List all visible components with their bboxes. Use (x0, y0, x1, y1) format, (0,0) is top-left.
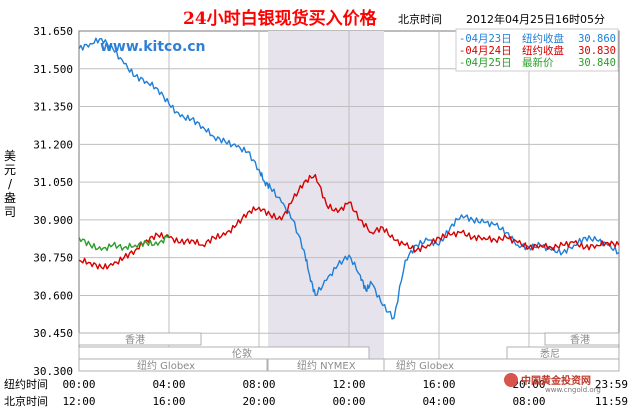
y-axis-label-char: 司 (4, 205, 16, 219)
legend-entry-date: -04月23日 (459, 33, 512, 45)
y-tick-label: 31.350 (33, 101, 73, 114)
x-tick-label-ny: 20:00 (512, 378, 545, 391)
x-tick-label-bj: 08:00 (512, 395, 545, 408)
session-bar-ny-globex-1 (78, 358, 268, 372)
y-tick-label: 30.750 (33, 252, 73, 265)
market-label-sydney: 悉尼 (540, 348, 560, 360)
market-label-ny-globex-2: 纽约 Globex (396, 359, 454, 372)
timezone-label: 北京时间 (398, 12, 442, 26)
legend-entry-value: 30.830 (578, 45, 616, 57)
market-session-bars: 香港 伦敦 纽约 Globex 纽约 NYMEX 纽约 Globex 悉尼 香港 (78, 332, 620, 372)
timestamp: 2012年04月25日16时05分 (466, 12, 605, 26)
legend-entry-date: -04月25日 (459, 57, 512, 69)
x-tick-label-ny: 04:00 (152, 378, 185, 391)
y-axis-label-char: 元 (4, 163, 16, 177)
legend-entry-date: -04月24日 (459, 45, 512, 57)
legend-box (455, 28, 619, 72)
series-layer (78, 37, 620, 320)
y-axis-label-char: / (8, 177, 13, 191)
x-tick-label-bj: 00:00 (332, 395, 365, 408)
x-tick-label-bj: 04:00 (422, 395, 455, 408)
cngold-logo: 中国黄金投资网 www.cngold.org (504, 373, 601, 394)
watermark: www.kitco.cn (100, 39, 206, 55)
legend-entry-value: 30.840 (578, 57, 616, 69)
x-tick-labels: 00:00 12:00 04:00 16:00 08:00 20:00 12:00 00:00… (62, 378, 628, 408)
y-tick-label: 30.900 (33, 214, 73, 227)
x-tick-label-ny: 08:00 (242, 378, 275, 391)
x-tick-label-ny: 23:59 (595, 378, 628, 391)
x-tick-label-bj: 20:00 (242, 395, 275, 408)
x-tick-label-bj: 11:59 (595, 395, 628, 408)
x-tick-label-bj: 12:00 (62, 395, 95, 408)
session-bar-hongkong-2 (544, 332, 620, 346)
legend-entry-value: 30.860 (578, 33, 616, 45)
logo-mark (504, 373, 518, 387)
chart-title: 24小时白银现货买入价格 (183, 8, 378, 29)
x-tick-label-ny: 00:00 (62, 378, 95, 391)
legend: -04月23日 纽约收盘 30.860 -04月24日 纽约收盘 30.830 -04月25… (459, 32, 616, 69)
y-tick-label: 31.050 (33, 176, 73, 189)
market-label-hongkong-2: 香港 (570, 334, 590, 346)
y-tick-label: 31.200 (33, 138, 73, 151)
market-label-london: 伦敦 (232, 347, 252, 360)
y-tick-label: 30.600 (33, 289, 73, 302)
y-tick-label: 31.500 (33, 63, 73, 76)
y-tick-label: 30.450 (33, 327, 73, 340)
y-axis-label: 美元/盎司 (4, 149, 16, 219)
y-axis-label-char: 美 (4, 149, 16, 163)
grid-layer (79, 31, 619, 371)
session-bar-london (78, 346, 370, 360)
x-tick-label-ny: 12:00 (332, 378, 365, 391)
session-bar-hongkong (78, 332, 202, 346)
legend-entry-label: 纽约收盘 (522, 32, 564, 45)
row-label-ny-time: 纽约时间 (4, 377, 48, 391)
market-label-hongkong: 香港 (125, 334, 145, 346)
y-axis-label-char: 盎 (4, 191, 16, 205)
market-label-ny-nymex: 纽约 NYMEX (297, 359, 356, 372)
series-line-1 (78, 173, 620, 270)
legend-entry-label: 最新价 (522, 56, 554, 69)
market-label-ny-globex-1: 纽约 Globex (137, 359, 195, 372)
logo-sub: www.cngold.org (545, 386, 601, 394)
y-tick-label: 31.650 (33, 25, 73, 38)
logo-main: 中国黄金投资网 (521, 374, 591, 387)
row-label-bj-time: 北京时间 (4, 394, 48, 408)
session-bar-ny-globex-2 (383, 358, 620, 372)
legend-entry-label: 纽约收盘 (522, 44, 564, 57)
x-tick-label-bj: 16:00 (152, 395, 185, 408)
y-tick-labels: 31.650 31.500 31.350 31.200 31.050 30.900 30.7… (33, 25, 73, 378)
y-tick-label: 30.300 (33, 365, 73, 378)
x-tick-label-ny: 16:00 (422, 378, 455, 391)
session-bar-sydney (506, 346, 620, 360)
series-line-0 (78, 37, 620, 320)
series-line-2 (78, 234, 170, 252)
